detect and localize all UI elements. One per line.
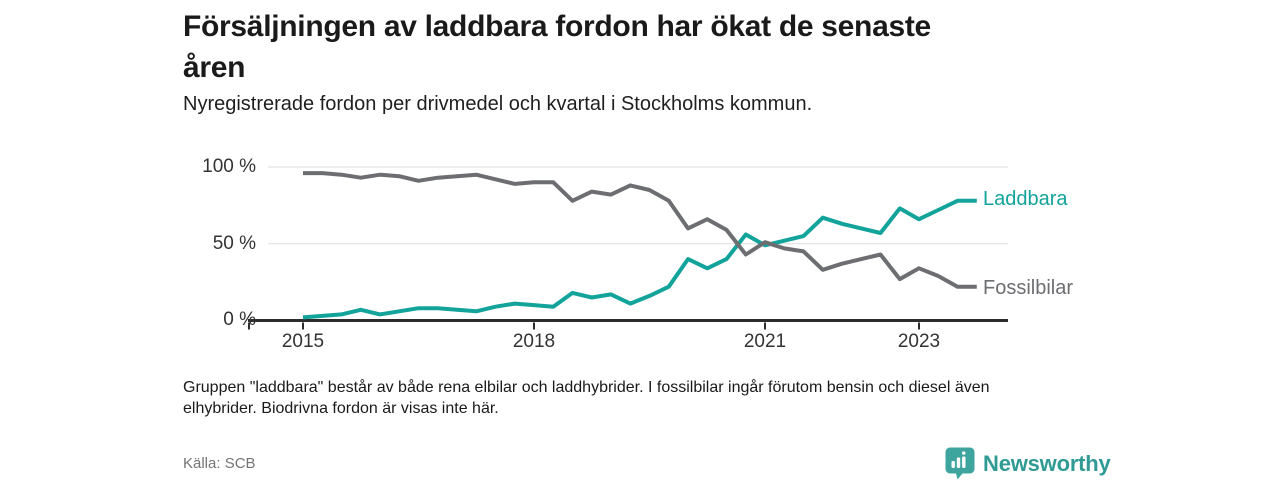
chart-subtitle: Nyregistrerade fordon per drivmedel och …: [183, 93, 813, 115]
source-note: Källa: SCB: [183, 455, 256, 472]
x-axis-tick-label-2018: 2018: [512, 331, 556, 352]
series-line-fossilbilar: [303, 171, 977, 289]
series-label-fossilbilar: Fossilbilar: [983, 277, 1074, 299]
chart-footnote: Gruppen "laddbara" består av både rena e…: [183, 377, 1103, 419]
newsworthy-bar-chart-badge-icon: [945, 447, 975, 480]
title-line-1: Försäljningen av laddbara fordon har öka…: [183, 10, 931, 43]
x-axis-tick-label-2015: 2015: [281, 331, 325, 352]
y-axis-tick-label-50: 50 %: [212, 233, 256, 254]
page-title: Försäljningen av laddbara fordon har öka…: [183, 6, 1083, 88]
footnote-line-2: elhybrider. Biodrivna fordon är visas in…: [183, 400, 499, 417]
newsworthy-logo: Newsworthy: [945, 447, 1195, 480]
y-axis-tick-label-0: 0 %: [223, 309, 256, 330]
title-line-2: åren: [183, 51, 246, 84]
series-line-laddbara: [302, 198, 977, 320]
y-axis-tick-label-100: 100 %: [202, 156, 256, 177]
footnote-line-1: Gruppen "laddbara" består av både rena e…: [183, 379, 990, 396]
newsworthy-logo-text: Newsworthy: [983, 450, 1111, 476]
x-axis-tick-label-2023: 2023: [897, 331, 941, 352]
series-label-laddbara: Laddbara: [983, 188, 1068, 210]
x-axis-tick-label-2021: 2021: [743, 331, 787, 352]
